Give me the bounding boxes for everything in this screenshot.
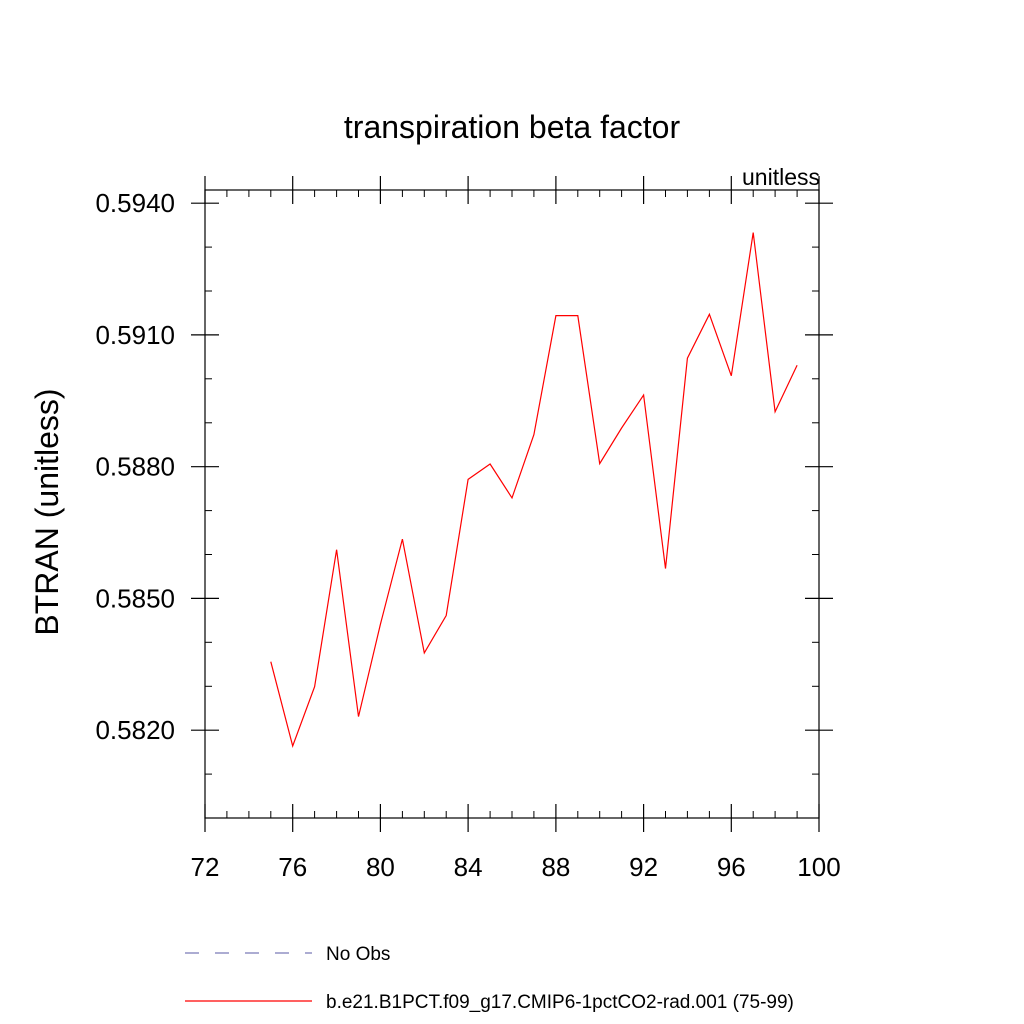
legend-label-no-obs: No Obs — [326, 944, 390, 965]
y-axis-title: BTRAN (unitless) — [29, 388, 65, 635]
series-line — [270, 232, 798, 749]
legend-label-model-run: b.e21.B1PCT.f09_g17.CMIP6-1pctCO2-rad.00… — [326, 992, 794, 1013]
x-tick-label: 96 — [717, 852, 746, 882]
y-tick-label: 0.5820 — [95, 715, 175, 745]
y-tick-label: 0.5910 — [95, 320, 175, 350]
x-tick-label: 84 — [454, 852, 483, 882]
x-tick-label: 92 — [629, 852, 658, 882]
series-layer — [270, 232, 798, 749]
plot-frame — [204, 189, 820, 819]
x-tick-label: 88 — [541, 852, 570, 882]
y-tick-label: 0.5940 — [95, 188, 175, 218]
chart-title: transpiration beta factor — [344, 109, 681, 145]
y-tick-labels: 0.5820 0.5850 0.5880 0.5910 0.5940 — [95, 188, 175, 745]
x-tick-label: 80 — [366, 852, 395, 882]
x-tick-label: 100 — [797, 852, 840, 882]
axis-ticks — [191, 176, 833, 832]
x-tick-label: 72 — [191, 852, 220, 882]
x-tick-label: 76 — [278, 852, 307, 882]
x-tick-labels: 72 76 80 84 88 92 96 100 — [191, 852, 841, 882]
y-tick-label: 0.5850 — [95, 583, 175, 613]
y-tick-label: 0.5880 — [95, 452, 175, 482]
legend: No Obs b.e21.B1PCT.f09_g17.CMIP6-1pctCO2… — [185, 944, 794, 1013]
units-label: unitless — [742, 164, 820, 190]
